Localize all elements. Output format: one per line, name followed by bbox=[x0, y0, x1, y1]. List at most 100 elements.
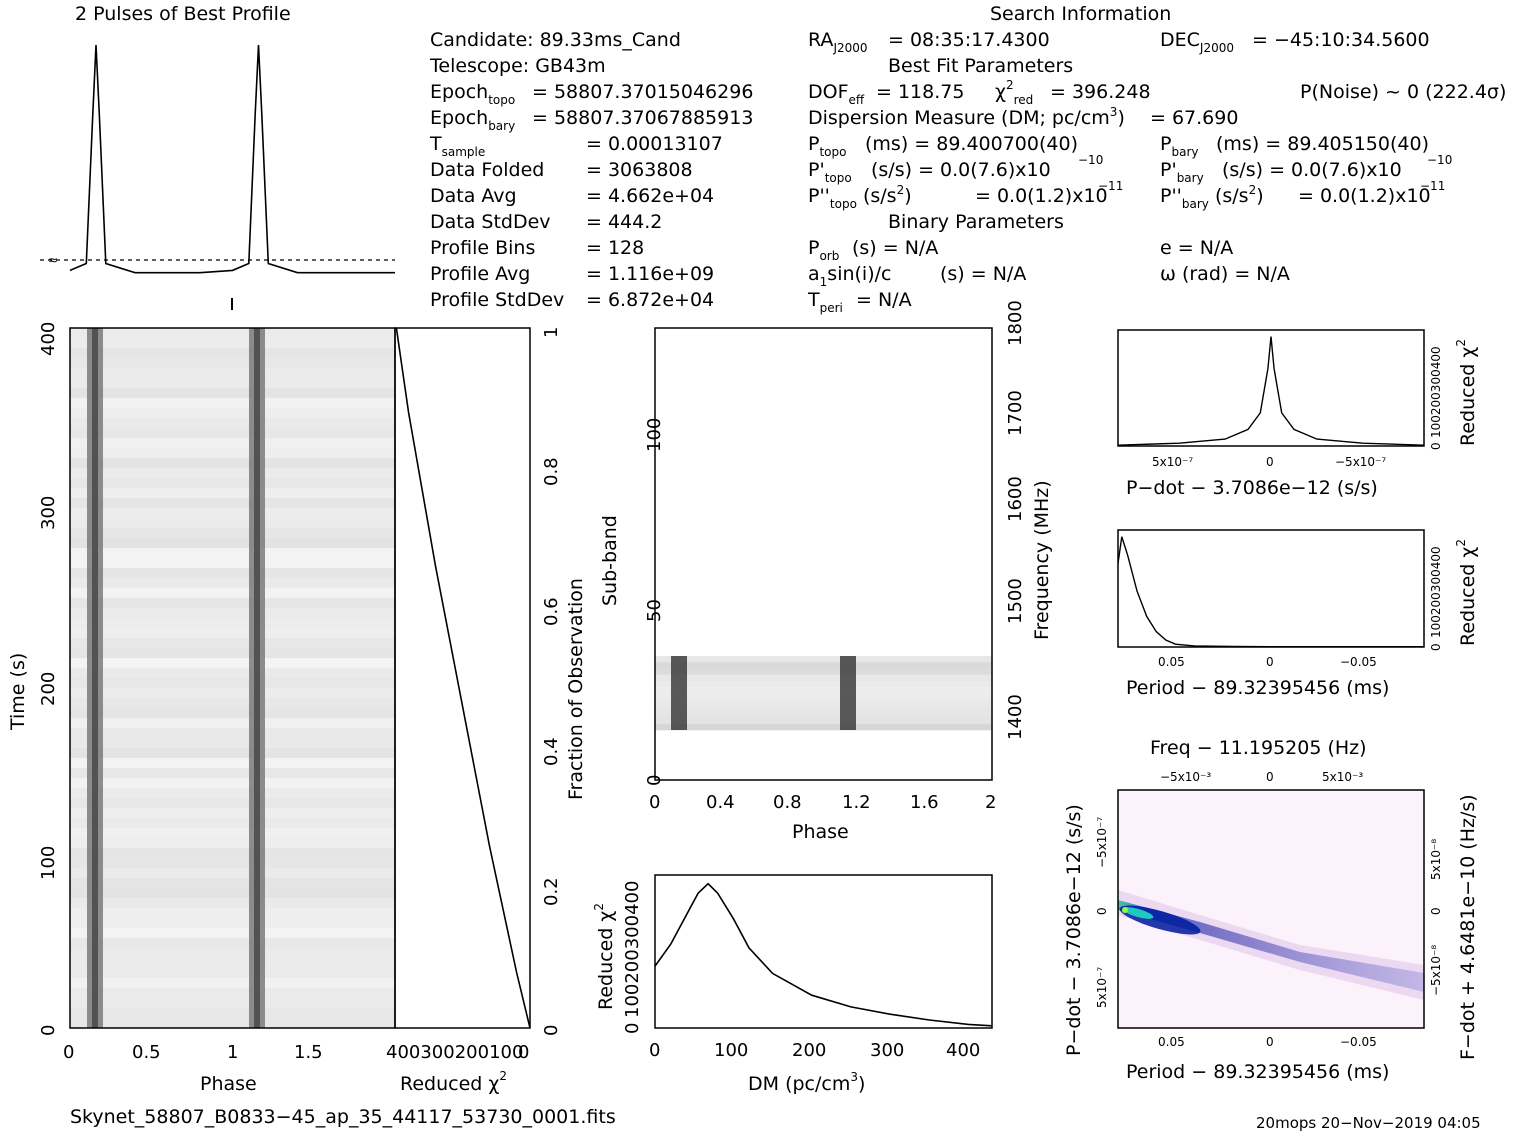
dm-chart: 0 100 200 300 400 DM (pc/cm3) 0 10020030… bbox=[592, 874, 993, 1095]
pdot-xlabel: P−dot − 3.7086e−12 (s/s) bbox=[1126, 477, 1378, 499]
time-phase-noise-row bbox=[70, 468, 395, 478]
time-phase-noise-row bbox=[70, 828, 395, 838]
pp-dot-peak bbox=[1122, 907, 1154, 919]
time-phase-noise-row bbox=[70, 388, 395, 398]
time-phase-ylabel: Time (s) bbox=[7, 653, 29, 731]
dm-xtick-200: 200 bbox=[792, 1040, 826, 1061]
subband-noise bbox=[655, 656, 992, 731]
time-phase-noise-row bbox=[70, 898, 395, 908]
time-phase-noise-row bbox=[70, 928, 395, 938]
info-data-stddev: = 444.2 bbox=[586, 211, 662, 233]
time-phase-noise-row bbox=[70, 638, 395, 648]
footer-timestamp: 20mops 20−Nov−2019 04:05 bbox=[1256, 1114, 1481, 1132]
fdot-ytick-zero: 0 bbox=[1429, 907, 1443, 915]
dm-xtick-400: 400 bbox=[946, 1040, 980, 1061]
subband-noise-row bbox=[655, 711, 992, 718]
info-profile-stddev: = 6.872e+04 bbox=[586, 289, 714, 311]
frac-ytick-0: 0 bbox=[541, 1025, 562, 1036]
info-pdtopo-exp: −10 bbox=[1078, 153, 1103, 167]
sb-xtick-1.2: 1.2 bbox=[842, 792, 871, 813]
subband-xlabel: Phase bbox=[792, 821, 849, 843]
time-phase-noise-row bbox=[70, 348, 395, 358]
time-phase-xlabel: Phase bbox=[200, 1073, 257, 1095]
period-chart: 0.05 0 −0.05 Period − 89.32395456 (ms) 0… bbox=[1117, 529, 1479, 699]
info-tperi: = N/A bbox=[856, 289, 912, 311]
pp-dot-title: Freq − 11.195205 (Hz) bbox=[1150, 737, 1367, 759]
info-pddbary: = 0.0(1.2)x10 bbox=[1298, 185, 1431, 207]
info-profile-bins: = 128 bbox=[586, 237, 644, 259]
period-xtick-neg: −0.05 bbox=[1340, 655, 1377, 669]
subband-noise-row bbox=[655, 693, 992, 700]
time-phase-noise-row bbox=[70, 398, 395, 408]
info-profile-stddev-label: Profile StdDev bbox=[430, 289, 564, 311]
tp-ytick-100: 100 bbox=[38, 846, 59, 880]
freq-ytick-1400: 1400 bbox=[1005, 694, 1026, 740]
time-phase-noise-row bbox=[70, 838, 395, 848]
time-phase-noise-row bbox=[70, 688, 395, 698]
time-phase-noise-row bbox=[70, 338, 395, 348]
time-phase-noise-row bbox=[70, 698, 395, 708]
dm-frame bbox=[654, 874, 993, 1029]
time-phase-noise-row bbox=[70, 768, 395, 778]
time-phase-noise-row bbox=[70, 958, 395, 968]
info-block: Search Information Candidate: 89.33ms_Ca… bbox=[429, 3, 1506, 315]
time-phase-noise-row bbox=[70, 818, 395, 828]
pp-dot-xticks: 0.05 0 −0.05 bbox=[1158, 1035, 1377, 1049]
info-epoch-topo-label: Epochtopo bbox=[430, 81, 515, 107]
period-ylabel: Reduced χ2 bbox=[1454, 539, 1479, 646]
info-data-stddev-label: Data StdDev bbox=[430, 211, 551, 233]
time-phase-noise-row bbox=[70, 858, 395, 868]
pp-dot-mid-band bbox=[1118, 900, 1424, 992]
pp-dot-yticks: −5x10⁻⁷ 0 5x10⁻⁷ bbox=[1095, 817, 1109, 1008]
dm-xtick-100: 100 bbox=[714, 1040, 748, 1061]
time-phase-noise-row bbox=[70, 578, 395, 588]
pulse-track-1-core bbox=[92, 328, 98, 1028]
info-ra-label: RAJ2000 bbox=[808, 29, 868, 55]
time-phase-noise-row bbox=[70, 598, 395, 608]
info-pdbary: (s/s) = 0.0(7.6)x10 bbox=[1222, 159, 1402, 181]
dm-curve bbox=[654, 882, 993, 1027]
frac-ytick-0.4: 0.4 bbox=[541, 737, 562, 766]
info-candidate: Candidate: 89.33ms_Cand bbox=[430, 29, 681, 51]
time-phase-chart: 0 0.5 1 1.5 0 100 200 300 400 Phase Time… bbox=[7, 298, 396, 1095]
profile-chart: ≈ bbox=[40, 44, 395, 274]
profile-title: 2 Pulses of Best Profile bbox=[75, 3, 291, 25]
info-dof-label: DOFeff bbox=[808, 81, 865, 107]
time-phase-noise-row bbox=[70, 808, 395, 818]
frac-ytick-0.8: 0.8 bbox=[541, 457, 562, 486]
sb-xtick-0: 0 bbox=[649, 792, 660, 813]
info-epoch-bary-label: Epochbary bbox=[430, 107, 515, 133]
pp-ytick-zero: 0 bbox=[1095, 907, 1109, 915]
freq-ytick-1700: 1700 bbox=[1005, 390, 1026, 436]
pp-xtick-0: 0 bbox=[1266, 1035, 1274, 1049]
sb-xtick-0.8: 0.8 bbox=[773, 792, 802, 813]
subband-noise-row bbox=[655, 656, 992, 663]
subband-noise-row bbox=[655, 718, 992, 725]
time-phase-noise-row bbox=[70, 508, 395, 518]
info-pddbary-label: P''bary (s/s2) bbox=[1160, 183, 1264, 211]
period-curve bbox=[1117, 536, 1424, 648]
dm-ylabel: Reduced χ2 bbox=[592, 903, 617, 1010]
footer-filename: Skynet_58807_B0833−45_ap_35_44117_53730_… bbox=[70, 1106, 616, 1128]
info-porb: (s) = N/A bbox=[852, 237, 938, 259]
time-phase-noise-row bbox=[70, 378, 395, 388]
dm-xtick-0: 0 bbox=[649, 1040, 660, 1061]
time-phase-noise-row bbox=[70, 908, 395, 918]
time-phase-noise-row bbox=[70, 938, 395, 948]
time-phase-noise-row bbox=[70, 368, 395, 378]
pdot-yticks: 100200300400 bbox=[1429, 346, 1443, 438]
pp-dot-max bbox=[1122, 907, 1128, 913]
time-phase-noise-row bbox=[70, 568, 395, 578]
info-pnoise: P(Noise) ~ 0 (222.4σ) bbox=[1300, 81, 1506, 103]
subband-noise-row bbox=[655, 680, 992, 687]
time-phase-noise-row bbox=[70, 488, 395, 498]
time-phase-noise-row bbox=[70, 658, 395, 668]
info-e: e = N/A bbox=[1160, 237, 1233, 259]
time-phase-noise-row bbox=[70, 558, 395, 568]
subband-ylabel: Sub-band bbox=[599, 515, 621, 606]
time-phase-noise-row bbox=[70, 978, 395, 988]
time-phase-noise-row bbox=[70, 868, 395, 878]
sb-ytick-0: 0 bbox=[644, 775, 665, 786]
sb-ytick-100: 100 bbox=[644, 418, 665, 452]
